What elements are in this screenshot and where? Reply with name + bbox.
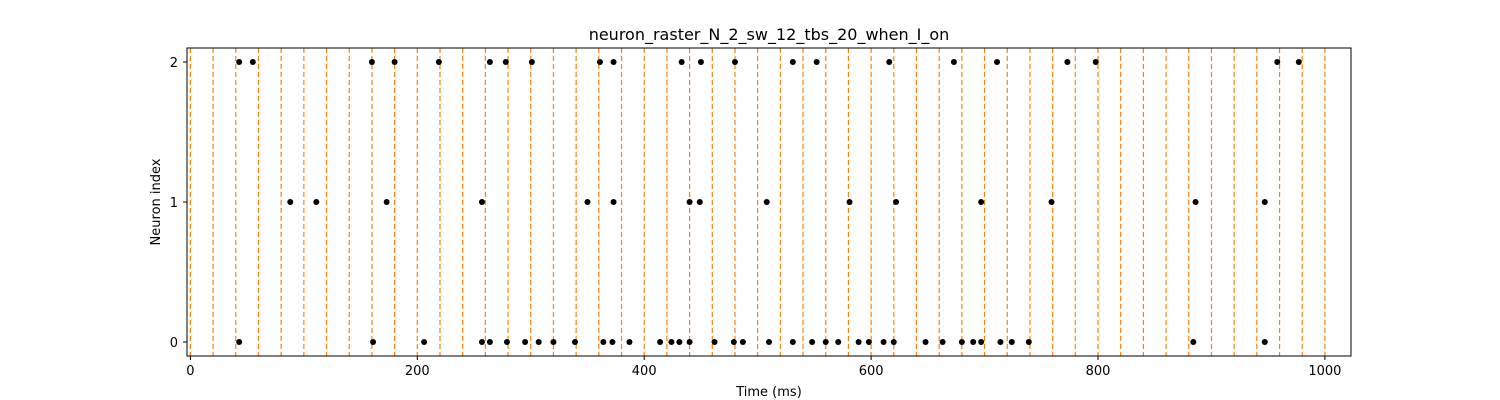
- spike-point: [835, 339, 842, 345]
- spike-point: [1025, 339, 1032, 345]
- spike-point: [958, 339, 965, 345]
- spike-point: [997, 339, 1004, 345]
- spike-point: [421, 339, 428, 345]
- spike-point: [1274, 59, 1281, 65]
- spike-point: [236, 59, 243, 65]
- spike-point: [789, 59, 796, 65]
- spike-point: [236, 339, 243, 345]
- chart-title: neuron_raster_N_2_sw_12_tbs_20_when_I_on: [589, 25, 950, 45]
- spike-point: [939, 339, 946, 345]
- spike-point: [1261, 199, 1268, 205]
- spike-point: [846, 199, 853, 205]
- spike-point: [731, 59, 738, 65]
- spike-point: [1092, 59, 1099, 65]
- spike-point: [922, 339, 929, 345]
- spike-point: [890, 339, 897, 345]
- spike-point: [370, 339, 377, 345]
- spike-point: [676, 339, 683, 345]
- spike-point: [313, 199, 320, 205]
- spike-point: [696, 199, 703, 205]
- spike-point: [368, 59, 375, 65]
- spike-point: [1192, 199, 1199, 205]
- bin-boundary-lines: [189, 48, 1326, 356]
- spike-point: [287, 199, 294, 205]
- spike-point: [522, 339, 529, 345]
- spike-point: [486, 59, 493, 65]
- x-tick-label: 600: [859, 364, 884, 379]
- spike-point: [391, 59, 398, 65]
- spike-point: [600, 339, 607, 345]
- spike-point: [1048, 199, 1055, 205]
- spike-point: [809, 339, 816, 345]
- x-tick-label: 1000: [1308, 364, 1341, 379]
- spike-point: [503, 339, 510, 345]
- spike-point: [572, 339, 578, 345]
- spike-point: [535, 339, 542, 345]
- spike-point: [697, 59, 704, 65]
- x-axis-label: Time (ms): [735, 385, 802, 400]
- spike-point: [1190, 339, 1197, 345]
- x-tick-label: 400: [632, 364, 657, 379]
- x-tick-label: 200: [405, 364, 430, 379]
- spike-point: [435, 59, 442, 65]
- y-tick-label: 0: [170, 336, 178, 351]
- spike-point: [596, 59, 603, 65]
- spike-point: [609, 339, 616, 345]
- spike-point: [249, 59, 256, 65]
- spike-point: [822, 339, 829, 345]
- spike-point: [994, 59, 1001, 65]
- x-tick-label: 800: [1086, 364, 1111, 379]
- spike-point: [813, 59, 820, 65]
- spike-point: [978, 339, 985, 345]
- y-axis-ticks: 0 1 2: [170, 56, 187, 351]
- spike-point: [1008, 339, 1015, 345]
- spike-point: [657, 339, 664, 345]
- spike-point: [789, 339, 796, 345]
- spike-point: [686, 339, 693, 345]
- spike-point: [678, 59, 685, 65]
- y-tick-label: 2: [170, 56, 178, 71]
- spike-point: [950, 59, 957, 65]
- spike-point: [610, 199, 617, 205]
- spike-point: [478, 339, 485, 345]
- spike-point: [1064, 59, 1071, 65]
- spike-point: [550, 339, 557, 345]
- x-tick-label: 0: [186, 364, 194, 379]
- y-tick-label: 1: [170, 196, 178, 211]
- spike-points: [236, 59, 1302, 345]
- spike-point: [1295, 59, 1302, 65]
- spike-point: [763, 199, 770, 205]
- spike-point: [730, 339, 737, 345]
- spike-point: [610, 59, 617, 65]
- y-axis-label: Neuron index: [149, 158, 164, 245]
- spike-point: [978, 199, 985, 205]
- spike-point: [766, 339, 772, 345]
- spike-point: [686, 199, 693, 205]
- spike-point: [668, 339, 675, 345]
- spike-point: [528, 59, 535, 65]
- spike-point: [1261, 339, 1268, 345]
- spike-point: [893, 199, 900, 205]
- spike-point: [865, 339, 872, 345]
- spike-point: [711, 339, 718, 345]
- spike-point: [478, 199, 485, 205]
- spike-point: [383, 199, 390, 205]
- spike-point: [880, 339, 887, 345]
- spike-point: [886, 59, 893, 65]
- spike-point: [970, 339, 977, 345]
- x-axis-ticks: 0 200 400 600 800 1000: [186, 356, 1341, 379]
- spike-point: [584, 199, 591, 205]
- spike-point: [502, 59, 509, 65]
- spike-point: [626, 339, 633, 345]
- spike-point: [739, 339, 746, 345]
- spike-point: [486, 339, 493, 345]
- spike-point: [855, 339, 862, 345]
